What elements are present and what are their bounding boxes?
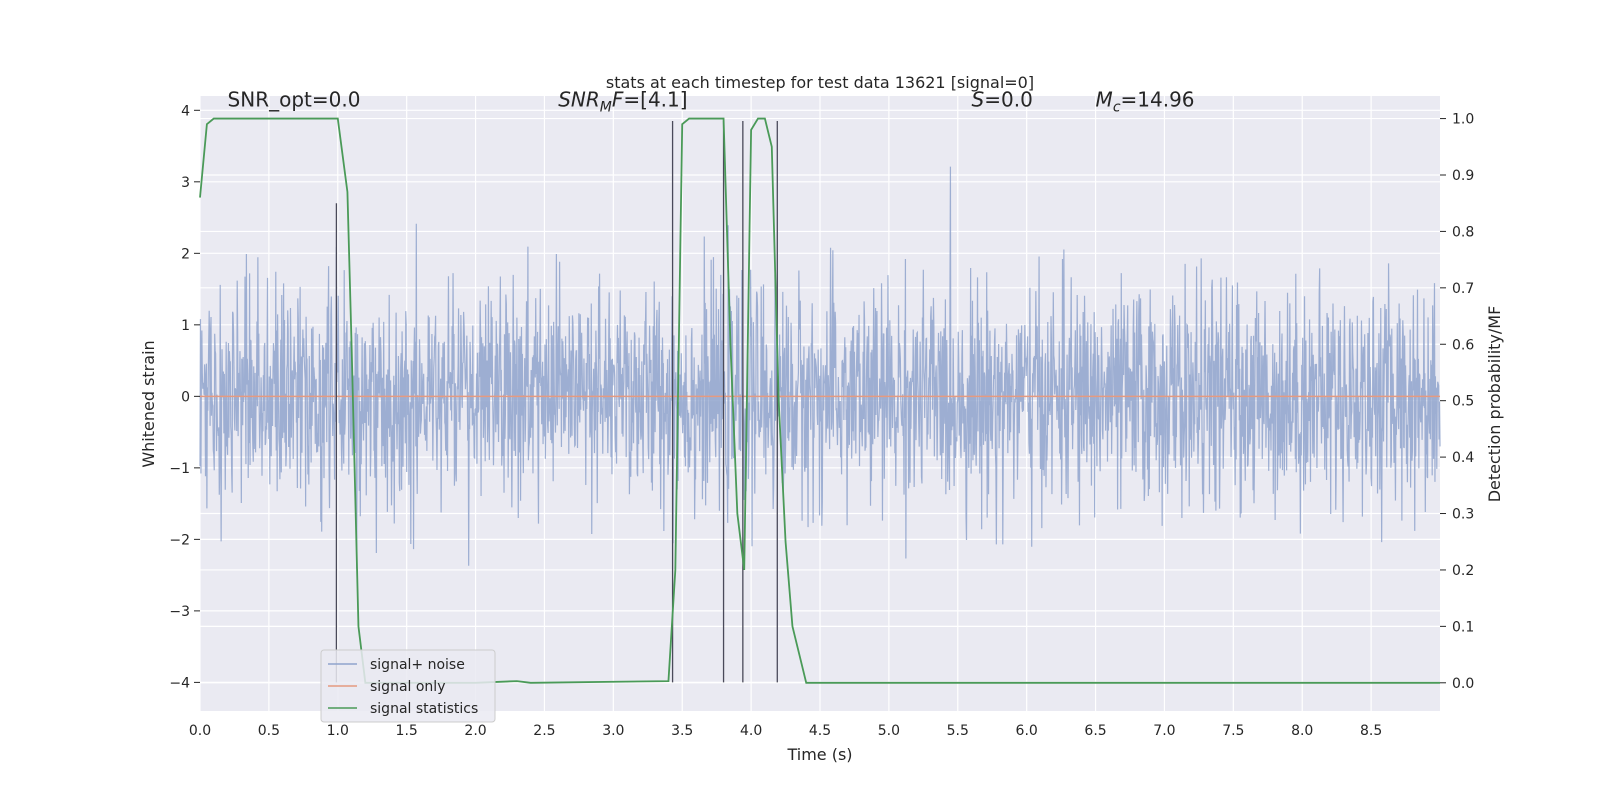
y-right-tick-label: 0.6 — [1452, 337, 1474, 353]
x-tick-label: 6.0 — [1016, 723, 1038, 739]
x-tick-label: 5.0 — [878, 723, 900, 739]
y-tick-label: −4 — [169, 675, 190, 691]
y-tick-label: 2 — [181, 246, 190, 262]
y-right-tick-label: 0.5 — [1452, 394, 1474, 410]
series-signal-statistics — [199, 117, 1440, 684]
legend-label-signal-noise: signal+ noise — [370, 657, 465, 673]
x-axis-title: Time (s) — [786, 745, 852, 764]
legend-box — [320, 649, 496, 723]
x-tick-label: 0.5 — [258, 723, 280, 739]
x-tick-label: 7.5 — [1222, 723, 1244, 739]
x-tick-label: 7.0 — [1153, 723, 1175, 739]
x-tick-label: 2.5 — [533, 723, 555, 739]
x-tick-label: 8.5 — [1360, 723, 1382, 739]
y-right-tick-label: 0.3 — [1452, 507, 1474, 523]
x-axis-ticks: 0.0 0.5 1.0 1.5 2.0 2.5 3.0 3.5 4.0 4.5 5.0 5.5 6.0 6… — [189, 723, 1382, 739]
x-tick-label: 0.0 — [189, 723, 211, 739]
line-signal-noise — [199, 166, 1441, 569]
y-right-tick-label: 1.0 — [1452, 112, 1474, 128]
legend-label-signal-statistics: signal statistics — [370, 701, 478, 717]
annotation-snr-mf: SNRMF=[4.1] — [558, 88, 687, 116]
x-tick-label: 2.0 — [464, 723, 486, 739]
x-tick-label: 5.5 — [947, 723, 969, 739]
series-signal-noise — [199, 166, 1441, 569]
legend-label-signal-only: signal only — [370, 679, 445, 695]
x-tick-label: 4.5 — [809, 723, 831, 739]
x-tick-label: 3.0 — [602, 723, 624, 739]
x-tick-label: 1.5 — [396, 723, 418, 739]
y-tick-label: −3 — [169, 604, 190, 620]
y-right-axis-title: Detection probability/MF — [1485, 306, 1504, 503]
y-right-tick-label: 0.4 — [1452, 450, 1474, 466]
y-axis-ticks: −4 −3 −2 −1 0 1 2 3 4 — [169, 103, 200, 691]
y-right-tick-label: 0.7 — [1452, 281, 1474, 297]
annotation-snr-opt: SNR_opt=0.0 — [228, 88, 361, 112]
line-signal-statistics — [199, 117, 1440, 684]
annotation-s-value: S=0.0 — [972, 88, 1033, 112]
chart-title: stats at each timestep for test data 136… — [606, 73, 1034, 92]
vertical-markers — [335, 121, 778, 683]
y-tick-label: −2 — [169, 532, 190, 548]
y-tick-label: 4 — [181, 103, 190, 119]
y-tick-label: −1 — [169, 461, 190, 477]
legend: signal+ noise signal only signal statist… — [320, 649, 496, 723]
annotation-mc-value: Mc=14.96 — [1096, 88, 1195, 116]
y-right-axis-ticks: 0.0 0.1 0.2 0.3 0.4 0.5 0.6 0.7 0.8 0.9 1.0 — [1440, 112, 1474, 692]
x-tick-label: 4.0 — [740, 723, 762, 739]
y-right-tick-label: 0.9 — [1452, 168, 1474, 184]
y-right-tick-label: 0.8 — [1452, 224, 1474, 240]
y-axis-title: Whitened strain — [139, 340, 158, 467]
y-right-tick-label: 0.2 — [1452, 563, 1474, 579]
y-tick-label: 0 — [181, 389, 190, 405]
y-right-tick-label: 0.1 — [1452, 619, 1474, 635]
x-tick-label: 3.5 — [671, 723, 693, 739]
y-right-tick-label: 0.0 — [1452, 676, 1474, 692]
annotations: SNR_opt=0.0 SNRMF=[4.1] S=0.0 Mc=14.96 — [228, 88, 1195, 116]
x-tick-label: 1.0 — [327, 723, 349, 739]
y-tick-label: 1 — [181, 318, 190, 334]
x-tick-label: 6.5 — [1084, 723, 1106, 739]
y-tick-label: 3 — [181, 175, 190, 191]
x-tick-label: 8.0 — [1291, 723, 1313, 739]
